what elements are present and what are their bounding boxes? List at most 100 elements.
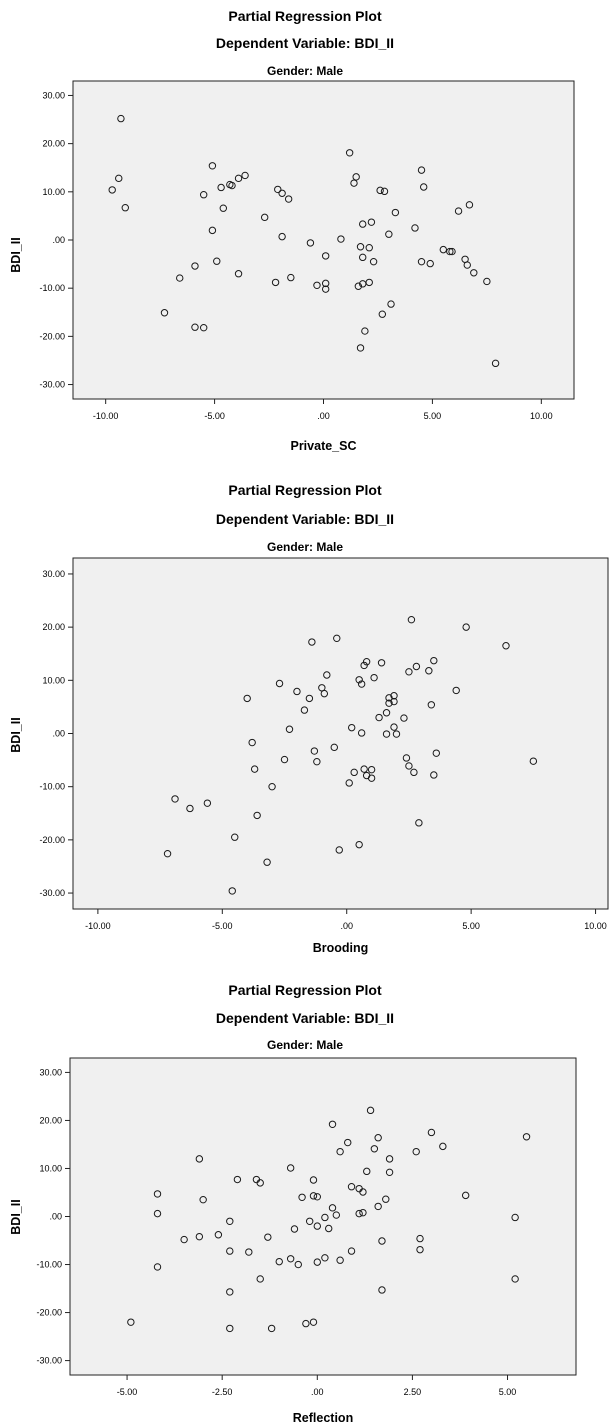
data-point [234,174,243,183]
data-point [354,282,363,290]
data-point [405,668,413,676]
data-point [410,768,418,777]
data-point [293,687,301,696]
data-point [278,232,286,241]
data-point [491,359,500,368]
data-point [195,1232,204,1241]
data-point [356,344,365,352]
chart-title: Partial Regression Plot [228,482,382,498]
data-point [256,1179,264,1187]
data-point [313,1258,321,1266]
data-point [280,755,289,764]
data-point [226,1217,234,1226]
data-point [365,244,373,252]
data-point [336,1256,344,1264]
y-tick-label: -30.00 [39,380,65,390]
x-axis-label: Private_SC [290,439,356,453]
y-tick-label: .00 [52,729,65,739]
data-point [385,694,393,702]
data-point [305,694,314,703]
data-point [462,623,470,631]
data-point [160,309,169,317]
y-tick-label: -10.00 [39,283,65,293]
data-point [448,247,456,256]
plot-area [72,80,575,400]
y-tick-label: -20.00 [39,331,65,341]
chart-subtitle: Dependent Variable: BDI_II [215,1010,395,1026]
data-point [199,1195,207,1204]
data-point [306,239,315,247]
data-point [186,804,194,813]
data-point [391,208,400,217]
data-point [392,730,401,738]
data-point [369,257,378,266]
data-point [321,252,330,260]
scatter-plot: 30.00 20.00 10.00 .00 -10.00 -20.00 -30.00 -10.… [9,557,609,955]
data-point [374,1202,382,1211]
data-point [400,714,408,722]
data-point [328,1204,337,1212]
x-axis-label: Reflection [293,1411,353,1425]
data-point [365,278,373,287]
plot-area [69,1057,577,1376]
data-point [268,782,276,791]
data-point [363,1167,371,1176]
data-point [378,1286,386,1294]
data-point [376,186,384,195]
data-point [350,179,358,187]
data-point [321,279,330,288]
data-point [359,1208,367,1217]
data-point [171,795,179,803]
data-point [402,754,411,762]
chart-title: Partial Regression Plot [228,982,382,998]
y-tick-label: 20.00 [42,139,65,149]
partial-regression-chart-reflection: Partial Regression Plot Dependent Variab… [0,972,610,1428]
data-point [313,1222,321,1230]
data-point [407,615,416,624]
data-point [278,189,286,197]
y-tick-label: -30.00 [36,1356,62,1366]
data-point [256,1275,264,1283]
data-point [417,166,426,174]
data-point [274,185,282,194]
data-point [309,1176,318,1184]
x-tick-label: .00 [340,921,353,931]
data-point [117,114,125,123]
data-point [121,204,129,212]
data-point [432,749,441,757]
y-tick-label: .00 [49,1212,62,1222]
data-point [390,692,398,700]
x-tick-label: .00 [311,1387,324,1397]
data-point [416,1245,424,1254]
data-point [355,1209,363,1218]
data-point [267,1324,276,1333]
data-point [439,1142,447,1151]
data-point [370,673,378,682]
data-point [226,1247,234,1255]
data-point [420,183,428,191]
data-point [233,1175,242,1184]
data-point [355,840,363,849]
y-tick-label: 10.00 [39,1163,62,1173]
data-point [385,1155,394,1163]
y-tick-label: 30.00 [42,90,65,100]
y-tick-label: -10.00 [36,1260,62,1270]
data-point [344,1138,352,1147]
data-point [347,1183,356,1191]
data-point [153,1263,162,1271]
data-point [127,1318,135,1326]
data-point [313,1193,321,1201]
partial-regression-chart-brooding: Partial Regression Plot Dependent Variab… [0,470,610,964]
x-tick-label: 5.00 [499,1387,517,1397]
data-point [310,747,319,755]
data-point [328,1120,337,1128]
data-point [352,173,360,181]
x-tick-label: 5.00 [462,921,480,931]
data-point [361,327,369,335]
data-point [382,709,391,717]
data-point [285,725,294,733]
data-point [415,819,423,827]
data-point [231,833,239,841]
data-point [345,149,354,157]
data-point [260,213,269,222]
